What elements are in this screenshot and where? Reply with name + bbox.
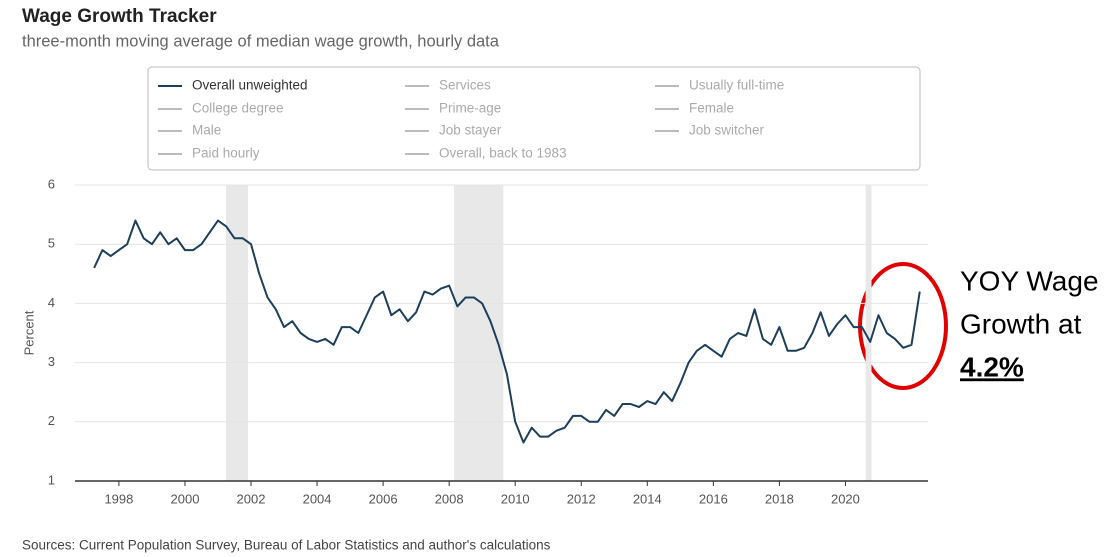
x-tick-label: 2018 [765, 491, 794, 506]
y-axis-label: Percent [21, 310, 36, 355]
x-tick-label: 2012 [567, 491, 596, 506]
x-tick-label: 2002 [237, 491, 266, 506]
x-tick-label: 2006 [369, 491, 398, 506]
y-tick-label: 1 [48, 472, 55, 487]
x-tick-label: 2000 [171, 491, 200, 506]
recession-shade [225, 185, 249, 481]
legend-label: Male [192, 123, 221, 138]
annotation-text: YOY Wage [960, 265, 1099, 296]
legend-label: Paid hourly [192, 146, 260, 161]
x-tick-label: 2010 [501, 491, 530, 506]
chart-title: Wage Growth Tracker [22, 6, 217, 27]
legend-label: Overall unweighted [192, 78, 308, 93]
chart-subtitle: three-month moving average of median wag… [22, 32, 500, 50]
legend-label: Job stayer [439, 123, 502, 138]
legend-label: Usually full-time [689, 78, 784, 93]
x-tick-label: 2008 [435, 491, 464, 506]
legend-label: Prime-age [439, 101, 501, 116]
y-tick-label: 6 [48, 176, 55, 191]
x-tick-label: 2020 [831, 491, 860, 506]
y-tick-label: 4 [48, 295, 55, 310]
x-tick-label: 1998 [104, 491, 133, 506]
annotation-text: 4.2% [960, 351, 1024, 382]
x-tick-label: 2004 [303, 491, 332, 506]
legend-label: Female [689, 101, 734, 116]
legend-box [147, 66, 921, 171]
x-tick-label: 2014 [633, 491, 662, 506]
y-tick-label: 2 [48, 413, 55, 428]
legend-label: Job switcher [689, 123, 765, 138]
source-note: Sources: Current Population Survey, Bure… [22, 538, 551, 553]
recession-shade [865, 185, 872, 481]
highlight-circle [858, 262, 948, 390]
legend-label: College degree [192, 101, 284, 116]
legend-label: Overall, back to 1983 [439, 146, 567, 161]
y-tick-label: 5 [48, 236, 55, 251]
recession-shade [454, 185, 504, 481]
legend-label: Services [439, 78, 491, 93]
data-line [93, 219, 921, 444]
annotation-text: Growth at [960, 308, 1082, 339]
x-tick-label: 2016 [699, 491, 728, 506]
y-tick-label: 3 [48, 354, 55, 369]
